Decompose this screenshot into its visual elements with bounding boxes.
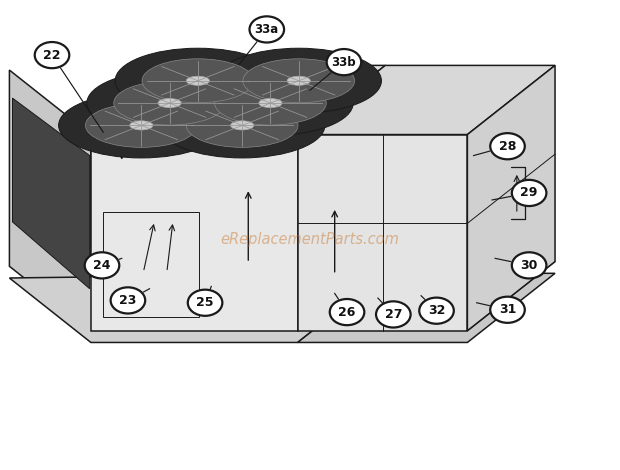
Ellipse shape xyxy=(231,121,254,130)
Ellipse shape xyxy=(115,48,281,113)
Polygon shape xyxy=(12,98,90,289)
Ellipse shape xyxy=(130,121,153,130)
Text: 31: 31 xyxy=(499,303,516,316)
Ellipse shape xyxy=(259,99,282,108)
Polygon shape xyxy=(91,134,298,331)
Polygon shape xyxy=(298,134,467,331)
Ellipse shape xyxy=(216,48,381,113)
Circle shape xyxy=(249,16,284,42)
Polygon shape xyxy=(298,65,555,134)
Polygon shape xyxy=(91,65,385,134)
Text: 28: 28 xyxy=(499,140,516,153)
Circle shape xyxy=(330,299,365,325)
Circle shape xyxy=(188,290,223,316)
Ellipse shape xyxy=(87,70,252,136)
Circle shape xyxy=(35,42,69,68)
Text: 30: 30 xyxy=(520,259,538,272)
Polygon shape xyxy=(9,274,385,343)
Text: 33a: 33a xyxy=(255,23,279,36)
Text: 32: 32 xyxy=(428,304,445,317)
Text: 26: 26 xyxy=(339,306,356,319)
Text: 22: 22 xyxy=(43,48,61,62)
Ellipse shape xyxy=(287,76,310,86)
Text: 33b: 33b xyxy=(332,55,356,69)
Circle shape xyxy=(512,252,546,278)
Circle shape xyxy=(512,180,546,206)
Circle shape xyxy=(85,252,119,278)
Polygon shape xyxy=(467,65,555,331)
Ellipse shape xyxy=(86,103,197,148)
Text: 27: 27 xyxy=(384,308,402,321)
Text: 24: 24 xyxy=(93,259,111,272)
Ellipse shape xyxy=(113,81,226,125)
Polygon shape xyxy=(298,274,555,343)
Ellipse shape xyxy=(186,76,210,86)
Text: 23: 23 xyxy=(119,294,136,307)
Ellipse shape xyxy=(142,59,254,103)
Circle shape xyxy=(490,297,525,323)
Ellipse shape xyxy=(187,103,298,148)
Text: 25: 25 xyxy=(197,296,214,309)
Ellipse shape xyxy=(158,99,181,108)
Circle shape xyxy=(110,287,145,313)
Text: eReplacementParts.com: eReplacementParts.com xyxy=(221,232,399,247)
Circle shape xyxy=(376,301,410,328)
Ellipse shape xyxy=(243,59,355,103)
Ellipse shape xyxy=(215,81,326,125)
Circle shape xyxy=(419,298,454,324)
Circle shape xyxy=(327,49,361,75)
Text: 29: 29 xyxy=(520,187,538,199)
Circle shape xyxy=(490,133,525,159)
Ellipse shape xyxy=(188,70,353,136)
Polygon shape xyxy=(9,70,91,331)
Ellipse shape xyxy=(59,93,224,158)
Ellipse shape xyxy=(159,93,325,158)
